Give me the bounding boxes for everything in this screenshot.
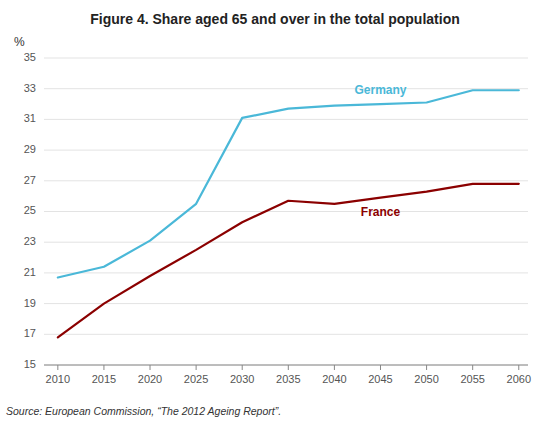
y-tick-label: 27 [24,174,36,186]
x-tick-label: 2020 [138,373,162,385]
grid-line [44,119,528,120]
y-tick-label: 29 [24,143,36,155]
x-tick [472,365,473,370]
grid-line [44,211,528,212]
series-label: Germany [354,83,406,97]
x-tick-label: 2015 [92,373,116,385]
grid-line [44,303,528,304]
chart-title: Figure 4. Share aged 65 and over in the … [90,11,460,27]
x-tick [334,365,335,370]
grid-line [44,58,528,59]
x-tick-label: 2055 [460,373,484,385]
series-label: France [361,205,401,219]
line-labels: Germany France [354,83,406,219]
x-tick [380,365,381,370]
grid-line [44,150,528,151]
x-tick [518,365,519,370]
x-tick [426,365,427,370]
x-tick [103,365,104,370]
x-tick [57,365,58,370]
x-tick-label: 2025 [184,373,208,385]
x-tick [242,365,243,370]
y-tick-label: 33 [24,82,36,94]
source-note: Source: European Commission, “The 2012 A… [6,405,281,417]
grid-line [44,334,528,335]
x-tick [196,365,197,370]
x-tick-label: 2030 [230,373,254,385]
grid-line [44,88,528,89]
y-tick-label: 35 [24,51,36,63]
x-tick [288,365,289,370]
grid-line [44,272,528,273]
x-axis: 2010 2015 2020 2025 2030 2035 2040 2045 2050 2055… [44,365,531,385]
x-tick-label: 2040 [322,373,346,385]
series-line [58,184,519,338]
grid-line [44,365,528,366]
y-tick-label: 15 [24,358,36,370]
chart-container: Figure 4. Share aged 65 and over in the … [0,0,550,423]
lines [58,90,519,337]
y-tick-label: 23 [24,235,36,247]
x-tick-label: 2050 [414,373,438,385]
y-tick-label: 25 [24,204,36,216]
y-axis-label: % [14,35,25,49]
x-tick [150,365,151,370]
x-axis-line [44,365,528,366]
chart-svg: Figure 4. Share aged 65 and over in the … [0,0,550,423]
y-tick-label: 19 [24,297,36,309]
y-grid: 15 17 19 21 23 25 27 29 31 33 35 [24,51,528,370]
x-tick-label: 2010 [46,373,70,385]
y-tick-label: 17 [24,327,36,339]
x-tick-label: 2060 [507,373,531,385]
y-tick-label: 21 [24,266,36,278]
x-tick-label: 2045 [368,373,392,385]
grid-line [44,180,528,181]
series-line [58,90,519,277]
grid-line [44,242,528,243]
y-tick-label: 31 [24,112,36,124]
x-tick-label: 2035 [276,373,300,385]
